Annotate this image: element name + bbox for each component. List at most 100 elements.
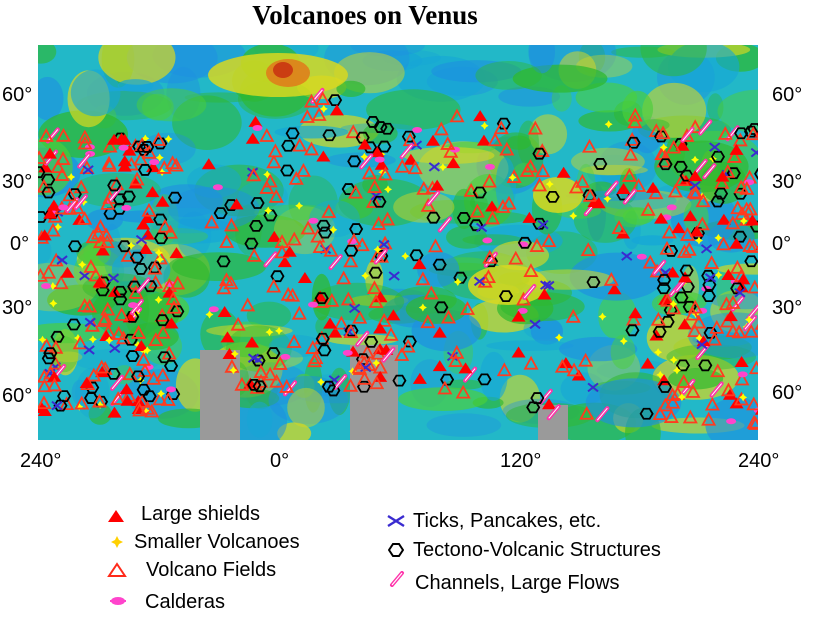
volcano-field-marker	[352, 309, 368, 324]
channel-flow-marker	[136, 277, 151, 294]
tectono-volcanic-marker	[377, 140, 392, 153]
feature-markers	[38, 87, 758, 430]
volcano-field-marker	[674, 172, 690, 186]
terrain-patch	[426, 413, 502, 437]
terrain-patch	[38, 76, 64, 121]
volcano-field-marker	[574, 173, 590, 188]
smaller-volcano-marker	[230, 349, 239, 358]
volcano-field-marker	[348, 184, 364, 199]
tick-pancake-marker	[700, 244, 713, 254]
volcano-field-marker	[663, 409, 679, 423]
tick-pancake-marker	[109, 343, 121, 354]
volcano-field-marker	[148, 332, 164, 347]
volcano-field-marker	[305, 340, 321, 354]
tectono-volcanic-marker	[660, 315, 675, 328]
tectono-volcanic-marker	[639, 407, 654, 420]
volcano-field-marker	[120, 248, 136, 262]
large-shield-marker	[95, 244, 110, 256]
tick-pancake-marker	[543, 280, 555, 291]
caldera-icon	[110, 597, 126, 605]
legend-label-channels-flows: Channels, Large Flows	[415, 572, 620, 594]
caldera-marker	[121, 204, 132, 211]
tectono-volcanic-marker	[732, 230, 748, 243]
volcano-field-marker	[53, 275, 69, 290]
tectono-volcanic-marker	[545, 190, 560, 203]
smaller-volcano-marker	[360, 152, 369, 161]
tectono-volcanic-marker	[322, 129, 337, 142]
large-shield-marker	[323, 317, 338, 329]
volcano-field-marker	[102, 138, 118, 153]
smaller-volcano-marker	[714, 233, 723, 242]
volcano-field-marker	[77, 211, 93, 225]
large-shield-marker	[689, 225, 704, 237]
volcano-field-marker	[141, 202, 157, 217]
large-shield-marker	[140, 212, 155, 224]
volcano-field-icon	[107, 562, 127, 577]
volcano-field-marker	[448, 353, 464, 367]
tectono-volcanic-marker	[57, 390, 72, 402]
tectono-volcanic-marker	[496, 117, 511, 130]
large-shield-marker	[134, 339, 149, 351]
volcano-field-marker	[204, 214, 220, 229]
caldera-marker	[412, 127, 423, 134]
volcano-field-marker	[110, 391, 126, 405]
tectono-volcanic-marker	[517, 236, 532, 249]
large-shield-marker	[754, 409, 758, 415]
volcano-field-marker	[137, 363, 153, 377]
smaller-volcano-marker	[619, 337, 628, 346]
volcano-field-marker	[642, 254, 658, 269]
volcano-field-marker	[655, 125, 671, 140]
volcano-field-marker	[730, 200, 746, 215]
tectono-volcanic-marker	[266, 347, 281, 359]
terrain-patch	[566, 190, 661, 201]
tick-pancake-marker	[539, 280, 552, 290]
tectono-volcanic-marker	[41, 173, 56, 186]
large-shield-marker	[131, 395, 146, 407]
terrain-patch	[717, 89, 758, 133]
terrain-patch	[362, 123, 398, 144]
large-shield-marker	[328, 326, 343, 338]
smaller-volcano-marker	[164, 135, 173, 144]
tectono-volcanic-marker	[250, 197, 265, 209]
volcano-field-marker	[704, 396, 720, 411]
smaller-volcano-marker	[714, 270, 723, 279]
volcano-field-marker	[223, 217, 239, 232]
volcano-field-marker	[676, 374, 692, 388]
terrain-patch	[293, 373, 315, 398]
tectono-volcanic-marker	[526, 401, 541, 414]
channel-flow-marker	[359, 153, 374, 170]
volcano-field-marker	[286, 231, 302, 246]
tick-pancake-marker	[704, 273, 717, 283]
volcano-field-marker	[38, 267, 48, 282]
tectono-volcanic-marker	[249, 219, 264, 232]
volcano-field-marker	[383, 326, 399, 341]
volcano-field-marker	[534, 143, 550, 157]
volcano-field-marker	[666, 139, 682, 154]
tectono-volcanic-marker	[41, 352, 56, 365]
volcano-field-marker	[664, 387, 681, 402]
lat-label-left-60s: 60°	[2, 385, 33, 407]
tectono-volcanic-marker	[380, 122, 395, 135]
large-shield-marker	[43, 207, 58, 219]
tectono-volcanic-marker	[316, 219, 331, 232]
terrain-patch	[274, 125, 349, 139]
volcano-field-marker	[691, 314, 707, 329]
smaller-volcano-icon	[111, 536, 123, 548]
large-shield-marker	[128, 177, 143, 189]
large-shield-marker	[677, 318, 692, 330]
volcano-field-marker	[499, 141, 515, 156]
volcano-field-marker	[150, 132, 166, 146]
large-shield-marker	[282, 245, 297, 257]
tectono-volcanic-marker	[372, 195, 387, 208]
volcano-field-marker	[38, 395, 52, 410]
volcano-field-marker	[532, 177, 548, 192]
tectono-volcanic-marker	[402, 335, 417, 348]
volcano-field-marker	[267, 143, 283, 158]
volcano-field-marker	[415, 271, 431, 286]
terrain-patch	[479, 351, 508, 401]
smaller-volcano-marker	[53, 222, 62, 231]
large-shield-marker	[114, 132, 129, 144]
volcano-field-marker	[74, 395, 90, 410]
volcano-field-marker	[280, 286, 296, 301]
volcano-field-marker	[732, 132, 748, 147]
